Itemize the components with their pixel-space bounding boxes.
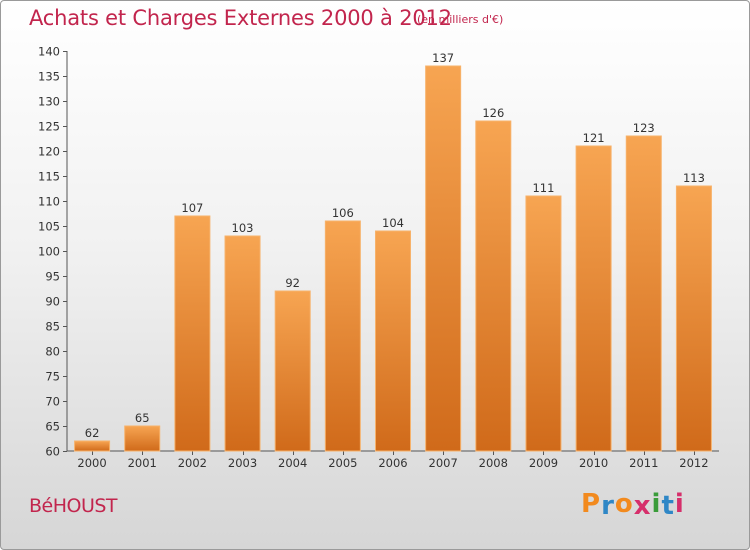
x-tick-label: 2006 <box>378 456 407 470</box>
bar-2011 <box>625 135 662 452</box>
brand-letter: P <box>581 489 602 519</box>
bar-2010 <box>575 145 612 452</box>
x-tick-label: 2004 <box>278 456 307 470</box>
y-tick-label: 100 <box>38 245 60 259</box>
x-tick-label: 2005 <box>328 456 357 470</box>
data-label-2009: 111 <box>532 181 554 195</box>
brand-letter: i <box>651 489 662 519</box>
y-tick-label: 70 <box>45 395 60 409</box>
brand-letter: t <box>661 491 675 521</box>
x-tick-label: 2000 <box>77 456 106 470</box>
data-label-2005: 106 <box>332 206 354 220</box>
y-tick-label: 115 <box>38 170 60 184</box>
data-label-2003: 103 <box>232 221 254 235</box>
chart-subtitle: (en milliers d'€) <box>417 13 504 26</box>
brand-letter: i <box>674 489 685 519</box>
bar-2000 <box>74 440 111 452</box>
chart-title: Achats et Charges Externes 2000 à 2012 <box>29 6 452 30</box>
data-label-2004: 92 <box>285 276 300 290</box>
y-tick-label: 110 <box>38 195 60 209</box>
y-tick-label: 140 <box>38 45 60 59</box>
brand-letter: o <box>614 489 634 519</box>
data-label-2000: 62 <box>85 426 100 440</box>
y-tick-label: 90 <box>45 295 60 309</box>
proxiti-logo[interactable]: Proxiti <box>581 489 685 521</box>
y-tick-label: 75 <box>45 370 60 384</box>
y-tick-label: 130 <box>38 95 60 109</box>
bar-2009 <box>525 195 562 452</box>
y-tick-label: 125 <box>38 120 60 134</box>
data-label-2006: 104 <box>382 216 404 230</box>
bar-2001 <box>124 425 161 452</box>
x-tick-label: 2007 <box>429 456 458 470</box>
axes: 60 65 70 75 80 85 90 95 100 105 110 115 120 125 130 135… <box>38 45 719 470</box>
data-label-2008: 126 <box>482 106 504 120</box>
x-tick-label: 2009 <box>529 456 558 470</box>
y-tick-label: 65 <box>45 420 60 434</box>
y-tick-label: 85 <box>45 320 60 334</box>
data-label-2012: 113 <box>683 171 705 185</box>
y-tick-label: 135 <box>38 70 60 84</box>
bar-2003 <box>224 235 261 452</box>
data-label-2010: 121 <box>583 131 605 145</box>
bar-2006 <box>375 230 411 452</box>
bar-2002 <box>174 215 211 452</box>
data-label-2001: 65 <box>135 411 150 425</box>
bar-2005 <box>324 220 361 452</box>
data-label-2002: 107 <box>181 201 203 215</box>
bar-2008 <box>475 120 512 452</box>
y-tick-label: 120 <box>38 145 60 159</box>
data-label-2011: 123 <box>633 121 655 135</box>
bar-2004 <box>274 290 311 452</box>
x-tick-label: 2008 <box>479 456 508 470</box>
x-tick-label: 2001 <box>128 456 157 470</box>
data-label-2007: 137 <box>432 51 454 65</box>
brand-letter: x <box>633 491 652 521</box>
x-tick-label: 2011 <box>629 456 658 470</box>
x-tick-label: 2003 <box>228 456 257 470</box>
x-tick-label: 2002 <box>178 456 207 470</box>
commune-name: BéHOUST <box>29 495 118 517</box>
bars <box>74 65 712 452</box>
y-tick-label: 105 <box>38 220 60 234</box>
bar-2007 <box>425 65 462 452</box>
y-tick-label: 80 <box>45 345 60 359</box>
y-tick-label: 60 <box>45 445 60 459</box>
bar-2012 <box>675 185 712 452</box>
x-tick-label: 2010 <box>579 456 608 470</box>
brand-letter: r <box>601 491 615 521</box>
x-tick-label: 2012 <box>679 456 708 470</box>
y-tick-label: 95 <box>45 270 60 284</box>
data-labels: 62 65 107 103 92 106 104 137 126 111 121 123 113 <box>85 51 705 440</box>
